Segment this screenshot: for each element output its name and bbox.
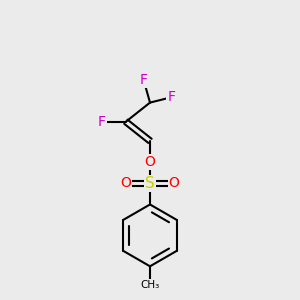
Text: O: O	[169, 176, 180, 190]
Text: F: F	[140, 73, 148, 87]
Text: F: F	[98, 115, 106, 129]
Text: O: O	[120, 176, 131, 190]
Text: CH₃: CH₃	[140, 280, 160, 290]
Text: S: S	[145, 176, 155, 191]
Text: F: F	[167, 90, 175, 104]
Text: O: O	[145, 155, 155, 169]
